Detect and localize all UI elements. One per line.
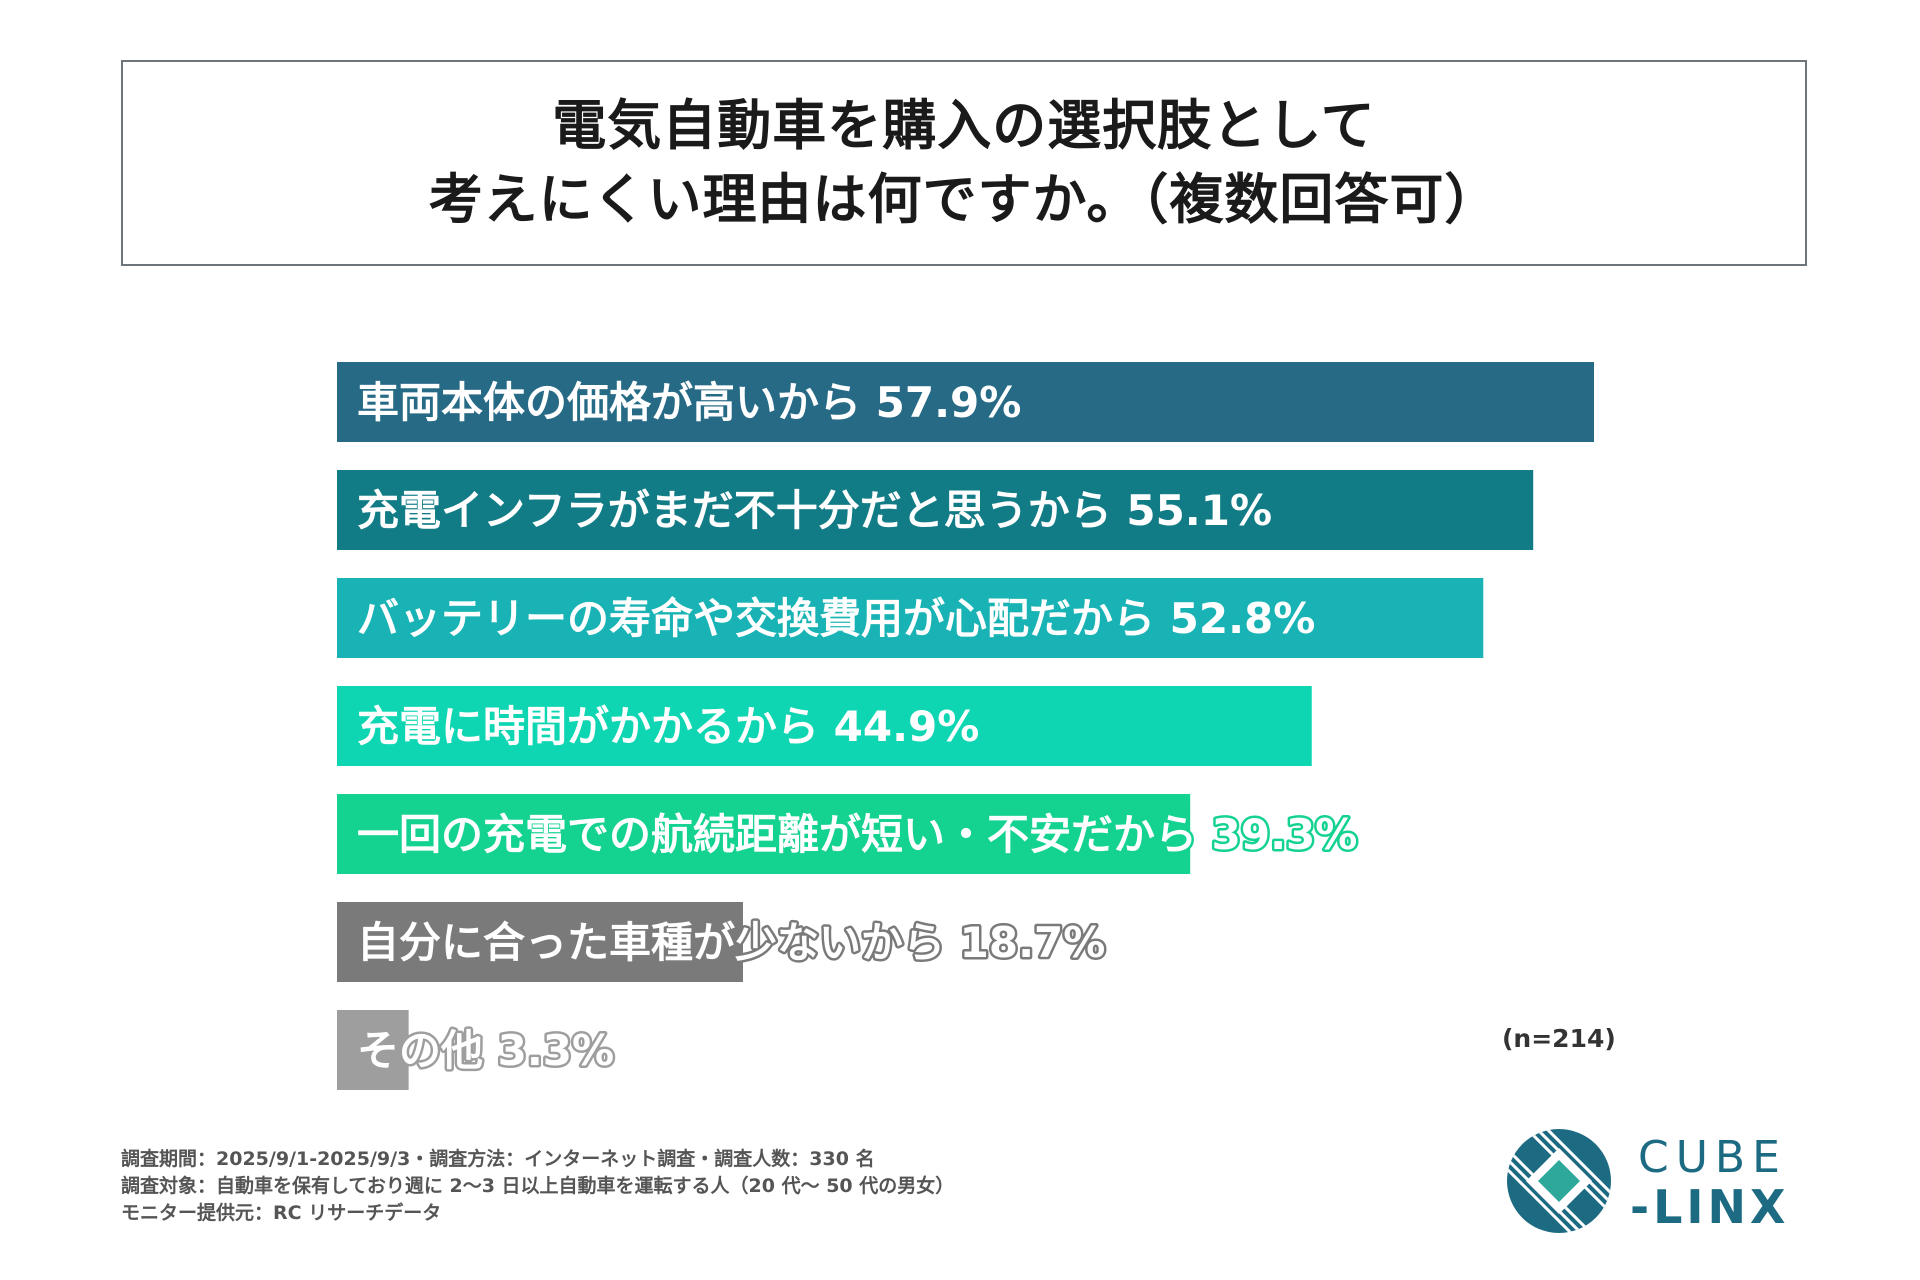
survey-footer: 調査期間：2025/9/1-2025/9/3・調査方法：インターネット調査・調査… — [121, 1146, 1121, 1227]
bar-5 — [337, 794, 1191, 874]
chart-title-line-2: 考えにくい理由は何ですか。（複数回答可） — [428, 168, 1500, 231]
bar-label-6: 自分に合った車種が少ないから 18.7% — [357, 918, 1105, 967]
bar-1 — [337, 362, 1594, 442]
cube-linx-logo-mark-icon — [1507, 1129, 1611, 1233]
bar-label-3: バッテリーの寿命や交換費用が心配だから 52.8% — [357, 594, 1315, 643]
bar-6 — [337, 902, 743, 982]
bar-label-1: 車両本体の価格が高いから 57.9% — [357, 378, 1021, 427]
title-box: 電気自動車を購入の選択肢として 考えにくい理由は何ですか。（複数回答可） — [121, 60, 1807, 266]
chart-title-line-1: 電気自動車を購入の選択肢として — [552, 94, 1376, 157]
footer-line-period: 調査期間：2025/9/1-2025/9/3・調査方法：インターネット調査・調査… — [121, 1148, 875, 1170]
bar-7 — [337, 1010, 409, 1090]
bar-2 — [337, 470, 1534, 550]
bar-label-4: 充電に時間がかかるから 44.9% — [357, 702, 979, 751]
logo-text-cube: CUBE — [1638, 1132, 1787, 1183]
bar-label-7: その他 3.3% — [357, 1026, 614, 1075]
logo-text-linx: -LINX — [1630, 1180, 1790, 1234]
bar-3 — [337, 578, 1484, 658]
footer-line-provider: モニター提供元：RC リサーチデータ — [121, 1202, 442, 1224]
cube-linx-logo: CUBE -LINX — [1504, 1126, 1824, 1236]
sample-size-note: (n=214) — [1502, 1024, 1616, 1053]
footer-line-target: 調査対象：自動車を保有しており週に 2〜3 日以上自動車を運転する人（20 代〜… — [121, 1175, 955, 1197]
bar-label-5: 一回の充電での航続距離が短い・不安だから 39.3% — [357, 810, 1357, 859]
bar-label-2: 充電インフラがまだ不十分だと思うから 55.1% — [357, 486, 1272, 535]
bar-4 — [337, 686, 1312, 766]
